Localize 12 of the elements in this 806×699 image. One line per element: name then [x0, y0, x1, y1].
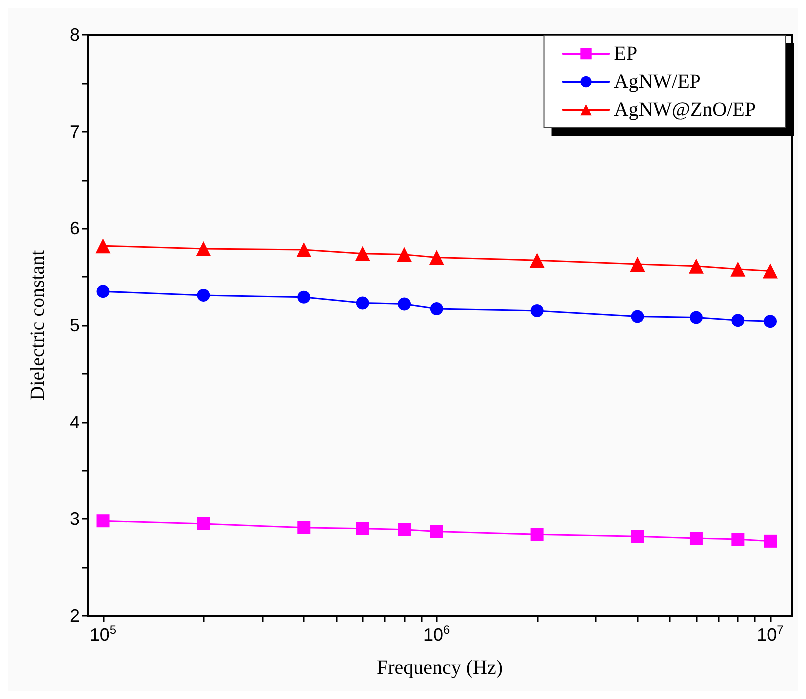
y-axis-title: Dielectric constant [27, 250, 49, 401]
y-tick-label: 7 [70, 122, 80, 142]
y-tick-label: 4 [70, 412, 80, 432]
legend-label: AgNW@ZnO/EP [614, 99, 756, 121]
legend-label: EP [614, 43, 638, 65]
y-tick-label: 8 [70, 25, 80, 45]
legend-label: AgNW/EP [614, 71, 701, 93]
y-tick-label: 3 [70, 509, 80, 530]
x-axis-title: Frequency (Hz) [376, 657, 504, 679]
y-tick-label: 2 [70, 606, 80, 626]
y-tick-label: 5 [70, 316, 80, 336]
y-tick-label: 6 [70, 218, 80, 239]
